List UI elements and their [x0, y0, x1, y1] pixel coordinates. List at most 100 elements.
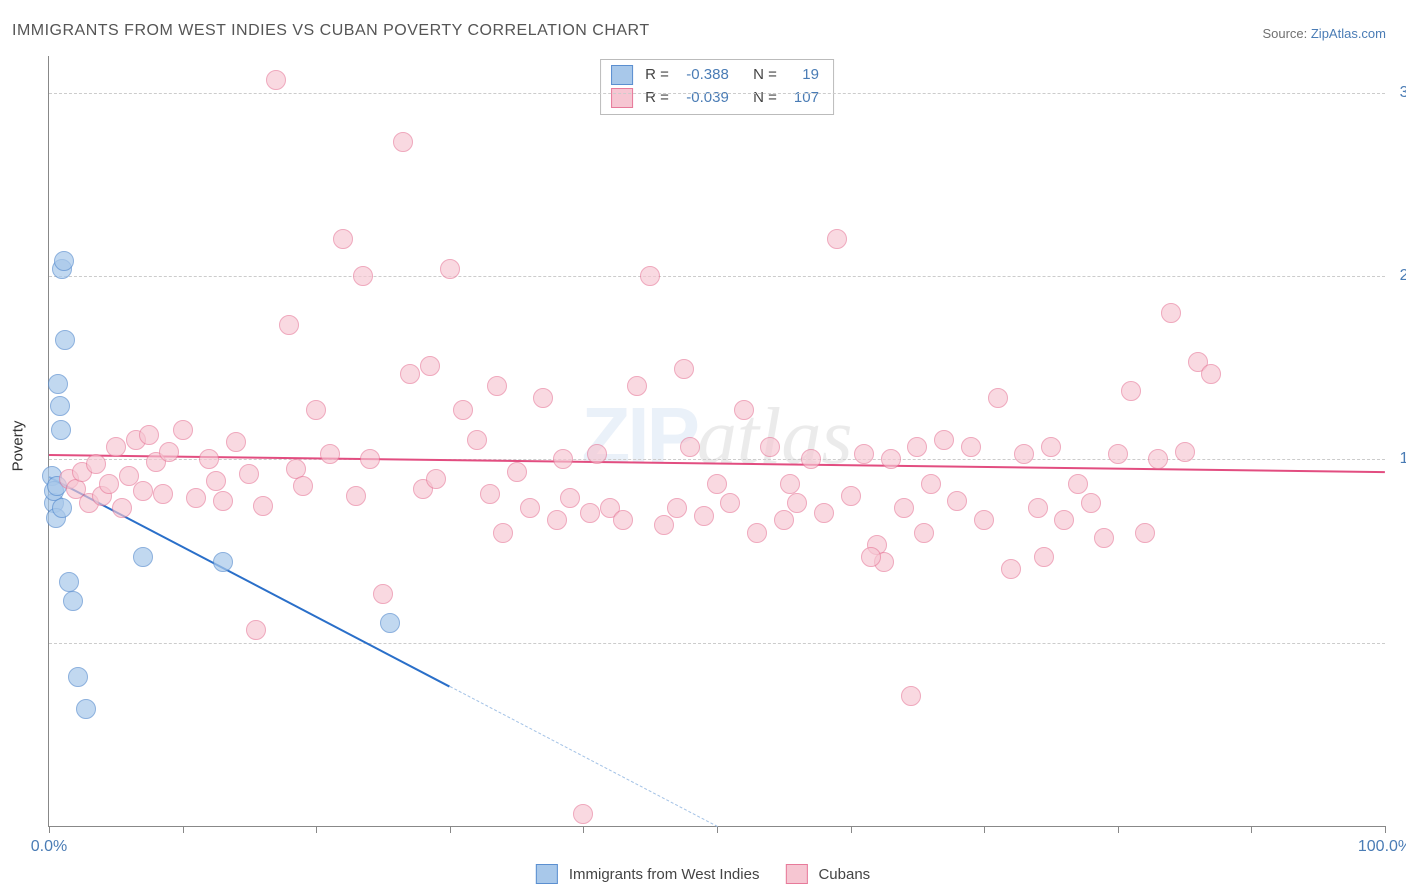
data-point-cubans [1068, 474, 1088, 494]
data-point-cubans [520, 498, 540, 518]
data-point-cubans [199, 449, 219, 469]
data-point-west-indies [50, 396, 70, 416]
data-point-cubans [734, 400, 754, 420]
data-point-cubans [440, 259, 460, 279]
data-point-cubans [674, 359, 694, 379]
data-point-cubans [841, 486, 861, 506]
data-point-cubans [613, 510, 633, 530]
data-point-cubans [239, 464, 259, 484]
x-tick [984, 826, 985, 833]
data-point-cubans [393, 132, 413, 152]
data-point-cubans [907, 437, 927, 457]
data-point-cubans [173, 420, 193, 440]
data-point-west-indies [213, 552, 233, 572]
data-point-cubans [801, 449, 821, 469]
data-point-cubans [206, 471, 226, 491]
stats-r-label: R = [645, 64, 669, 87]
stats-n-label: N = [753, 87, 777, 110]
data-point-cubans [159, 442, 179, 462]
series-legend: Immigrants from West IndiesCubans [536, 864, 870, 884]
x-tick [1385, 826, 1386, 833]
data-point-cubans [827, 229, 847, 249]
data-point-cubans [1028, 498, 1048, 518]
x-tick [583, 826, 584, 833]
data-point-west-indies [380, 613, 400, 633]
data-point-cubans [654, 515, 674, 535]
data-point-cubans [1108, 444, 1128, 464]
data-point-west-indies [54, 251, 74, 271]
data-point-cubans [353, 266, 373, 286]
data-point-west-indies [68, 667, 88, 687]
data-point-cubans [507, 462, 527, 482]
data-point-cubans [420, 356, 440, 376]
data-point-west-indies [76, 699, 96, 719]
data-point-cubans [1148, 449, 1168, 469]
stats-n-value: 19 [785, 64, 819, 87]
data-point-cubans [1175, 442, 1195, 462]
stats-legend: R =-0.388 N =19R =-0.039 N =107 [600, 59, 834, 115]
data-point-cubans [1041, 437, 1061, 457]
stats-n-label: N = [753, 64, 777, 87]
data-point-cubans [1121, 381, 1141, 401]
data-point-cubans [921, 474, 941, 494]
data-point-cubans [667, 498, 687, 518]
y-tick-label: 22.5% [1390, 267, 1406, 285]
data-point-cubans [934, 430, 954, 450]
gridline [49, 643, 1385, 644]
data-point-cubans [487, 376, 507, 396]
data-point-cubans [680, 437, 700, 457]
data-point-cubans [86, 454, 106, 474]
data-point-cubans [133, 481, 153, 501]
stats-row-west-indies: R =-0.388 N =19 [611, 64, 819, 87]
data-point-cubans [947, 491, 967, 511]
data-point-cubans [854, 444, 874, 464]
legend-item-west-indies: Immigrants from West Indies [536, 864, 760, 884]
data-point-cubans [760, 437, 780, 457]
gridline [49, 93, 1385, 94]
data-point-cubans [1094, 528, 1114, 548]
data-point-cubans [1135, 523, 1155, 543]
data-point-cubans [293, 476, 313, 496]
data-point-cubans [707, 474, 727, 494]
data-point-cubans [881, 449, 901, 469]
data-point-cubans [139, 425, 159, 445]
legend-swatch [611, 88, 633, 108]
data-point-cubans [1034, 547, 1054, 567]
data-point-cubans [360, 449, 380, 469]
data-point-west-indies [52, 498, 72, 518]
plot-area: ZIPatlas R =-0.388 N =19R =-0.039 N =107… [48, 56, 1385, 827]
data-point-cubans [246, 620, 266, 640]
data-point-cubans [400, 364, 420, 384]
stats-row-cubans: R =-0.039 N =107 [611, 87, 819, 110]
y-tick-label: 30.0% [1390, 84, 1406, 102]
data-point-cubans [99, 474, 119, 494]
y-tick-label: 7.5% [1390, 634, 1406, 652]
data-point-cubans [961, 437, 981, 457]
data-point-west-indies [63, 591, 83, 611]
legend-swatch [611, 65, 633, 85]
data-point-cubans [787, 493, 807, 513]
data-point-cubans [640, 266, 660, 286]
stats-n-value: 107 [785, 87, 819, 110]
data-point-cubans [480, 484, 500, 504]
data-point-west-indies [133, 547, 153, 567]
x-tick [851, 826, 852, 833]
data-point-cubans [533, 388, 553, 408]
x-tick-label: 100.0% [1358, 838, 1406, 856]
data-point-cubans [279, 315, 299, 335]
data-point-cubans [213, 491, 233, 511]
data-point-cubans [306, 400, 326, 420]
stats-r-label: R = [645, 87, 669, 110]
legend-swatch [785, 864, 807, 884]
legend-label: Immigrants from West Indies [569, 866, 760, 883]
x-tick [183, 826, 184, 833]
source-link[interactable]: ZipAtlas.com [1311, 26, 1386, 41]
data-point-cubans [153, 484, 173, 504]
source-prefix: Source: [1262, 26, 1310, 41]
data-point-cubans [1054, 510, 1074, 530]
data-point-cubans [253, 496, 273, 516]
data-point-cubans [426, 469, 446, 489]
data-point-cubans [694, 506, 714, 526]
x-tick [1118, 826, 1119, 833]
data-point-cubans [226, 432, 246, 452]
